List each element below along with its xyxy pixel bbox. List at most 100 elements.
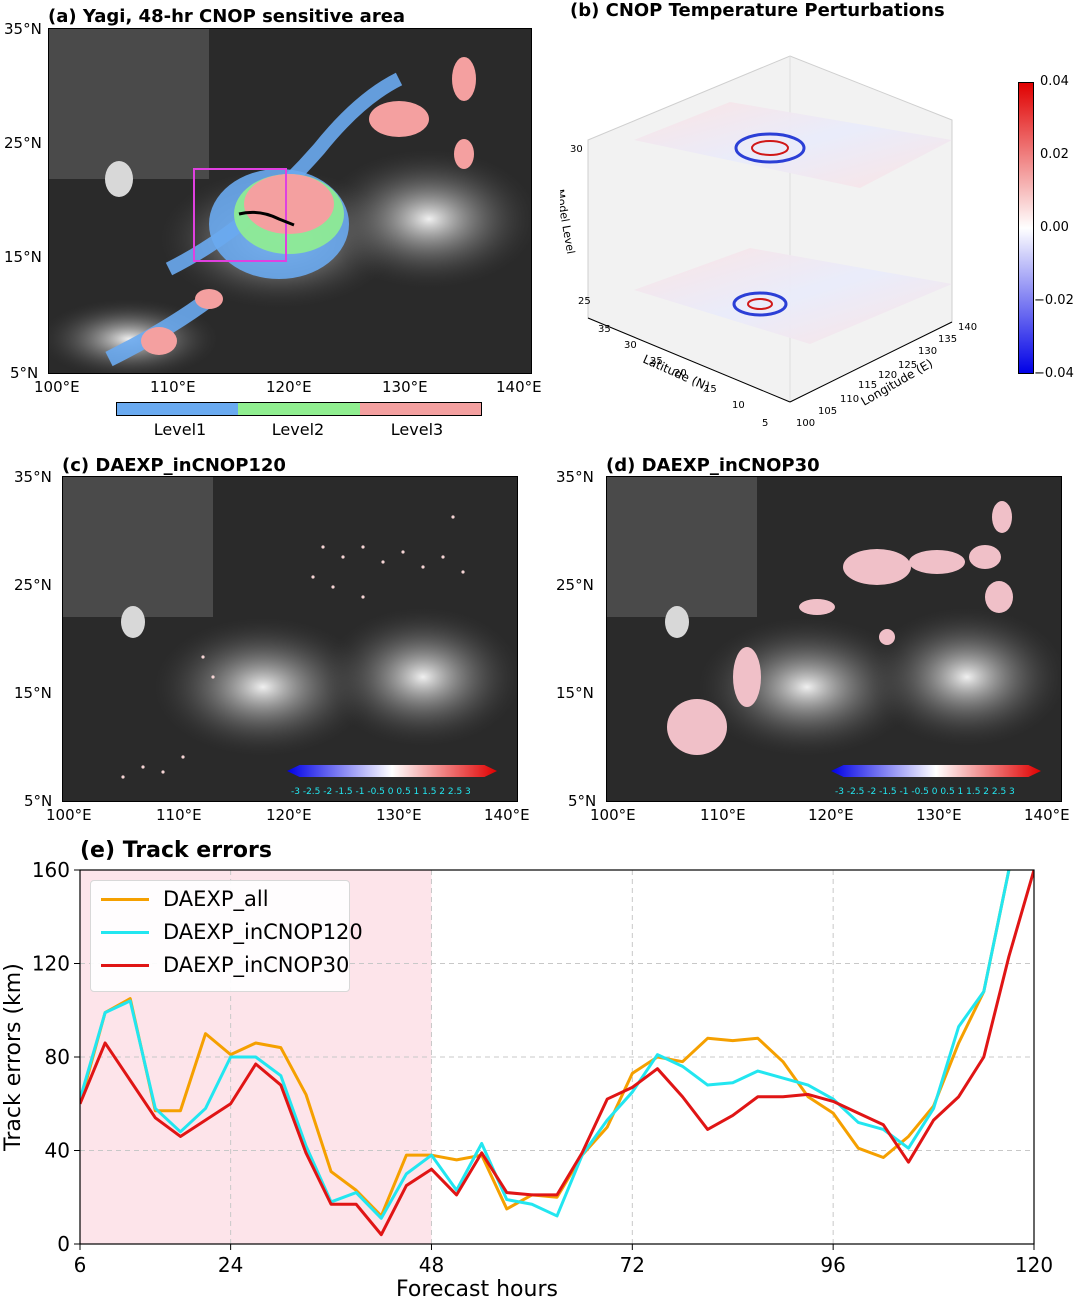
y-tick-label: 40 xyxy=(45,1139,70,1163)
panel-d-lat-25: 25°N xyxy=(556,576,594,594)
legend-swatch-incnop30 xyxy=(101,963,149,967)
chart-title: (e) Track errors xyxy=(80,838,272,863)
x-tick-label: 72 xyxy=(620,1253,645,1277)
panel-c-map: -3 -2.5 -2 -1.5 -1 -0.5 0 0.5 1 1.5 2 2.… xyxy=(62,476,518,802)
series-line-3 xyxy=(80,870,1034,1237)
x-tick-label: 96 xyxy=(820,1253,845,1277)
panel-b-lat-10: 10 xyxy=(732,400,745,411)
panel-b-colorbar xyxy=(1018,82,1034,374)
y-axis-label: Track errors (km) xyxy=(1,963,26,1152)
x-tick-label: 120 xyxy=(1015,1253,1053,1277)
panel-b-cbar-tick-4: −0.04 xyxy=(1034,366,1074,381)
panel-b-lat-25: 25 xyxy=(650,356,663,367)
panel-d-lat-15: 15°N xyxy=(556,684,594,702)
legend-item-incnop30: DAEXP_inCNOP30 xyxy=(101,950,349,980)
x-tick-label: 48 xyxy=(419,1253,444,1277)
colorbar-level1-label: Level1 xyxy=(153,420,207,439)
x-axis-label: Forecast hours xyxy=(396,1277,558,1298)
panel-c-lat-25: 25°N xyxy=(14,576,52,594)
panel-c-lon-140: 140°E xyxy=(484,806,530,824)
panel-c-cbar-ticks: -3 -2.5 -2 -1.5 -1 -0.5 0 0.5 1 1.5 2 2.… xyxy=(291,787,471,797)
panel-d-cbar-ticks: -3 -2.5 -2 -1.5 -1 -0.5 0 0.5 1 1.5 2 2.… xyxy=(835,787,1015,797)
panel-a-lon-140: 140°E xyxy=(496,378,542,396)
panel-d-map-graphic xyxy=(607,477,1061,801)
panel-a-colorbar xyxy=(116,402,482,416)
panel-a-lon-130: 130°E xyxy=(382,378,428,396)
panel-d-lon-110: 110°E xyxy=(700,806,746,824)
panel-a-lat-5: 5°N xyxy=(10,364,39,382)
panel-a-map-graphic xyxy=(49,29,531,373)
panel-d-lon-100: 100°E xyxy=(590,806,636,824)
colorbar-level2-swatch xyxy=(238,403,360,415)
panel-a-lat-35: 35°N xyxy=(4,20,42,38)
panel-b-lat-30: 30 xyxy=(624,340,637,351)
panel-c-lon-100: 100°E xyxy=(46,806,92,824)
y-tick-label: 160 xyxy=(32,858,70,882)
legend-swatch-all xyxy=(101,897,149,901)
panel-d-lon-140: 140°E xyxy=(1024,806,1070,824)
panel-b-z-30: 30 xyxy=(570,144,583,155)
panel-a-lon-100: 100°E xyxy=(34,378,80,396)
legend-label-incnop120: DAEXP_inCNOP120 xyxy=(163,920,363,944)
panel-b-lat-20: 20 xyxy=(674,368,687,379)
panel-a-map xyxy=(48,28,532,374)
panel-b-lon-125: 125 xyxy=(898,360,917,371)
panel-c-lat-35: 35°N xyxy=(14,468,52,486)
panel-b-z-25: 25 xyxy=(578,296,591,307)
panel-b-lon-140: 140 xyxy=(958,322,977,333)
panel-b-lon-115: 115 xyxy=(858,380,877,391)
panel-d-lon-120: 120°E xyxy=(808,806,854,824)
panel-b-lon-135: 135 xyxy=(938,334,957,345)
legend-item-incnop120: DAEXP_inCNOP120 xyxy=(101,917,363,947)
panel-a-lat-15: 15°N xyxy=(4,248,42,266)
y-tick-label: 120 xyxy=(32,952,70,976)
panel-d-map: -3 -2.5 -2 -1.5 -1 -0.5 0 0.5 1 1.5 2 2.… xyxy=(606,476,1062,802)
panel-d-lat-5: 5°N xyxy=(568,792,597,810)
panel-c-title: (c) DAEXP_inCNOP120 xyxy=(62,455,286,476)
panel-b-lon-100: 100 xyxy=(796,418,815,429)
legend-label-incnop30: DAEXP_inCNOP30 xyxy=(163,953,350,977)
colorbar-level1-swatch xyxy=(117,403,239,415)
y-tick-label: 0 xyxy=(57,1232,70,1256)
panel-b-cbar-tick-0: 0.04 xyxy=(1040,74,1069,89)
y-tick-label: 80 xyxy=(45,1045,70,1069)
colorbar-level3-label: Level3 xyxy=(390,420,444,439)
legend-item-all: DAEXP_all xyxy=(101,884,269,914)
panel-c-lon-130: 130°E xyxy=(376,806,422,824)
panel-b-cbar-tick-1: 0.02 xyxy=(1040,147,1069,162)
panel-c-lat-15: 15°N xyxy=(14,684,52,702)
series-line-2 xyxy=(80,870,1011,1220)
panel-c-lat-5: 5°N xyxy=(24,792,53,810)
panel-b-title: (b) CNOP Temperature Perturbations xyxy=(570,0,945,21)
panel-b-3d-plot: Model Level 30 25 35 30 25 20 15 10 5 La… xyxy=(560,55,977,429)
panel-b-zlabel: Model Level xyxy=(560,188,577,255)
panel-a-lon-120: 120°E xyxy=(266,378,312,396)
x-tick-label: 24 xyxy=(218,1253,243,1277)
panel-c-map-graphic xyxy=(63,477,517,801)
colorbar-level2-label: Level2 xyxy=(271,420,325,439)
legend-swatch-incnop120 xyxy=(101,930,149,934)
panel-d-title: (d) DAEXP_inCNOP30 xyxy=(606,455,820,476)
panel-d-lon-130: 130°E xyxy=(916,806,962,824)
chart-legend: DAEXP_all DAEXP_inCNOP120 DAEXP_inCNOP30 xyxy=(90,880,363,992)
panel-d-lat-35: 35°N xyxy=(556,468,594,486)
panel-d-colorbar xyxy=(831,765,1041,777)
panel-c-lon-110: 110°E xyxy=(156,806,202,824)
panel-b-lon-110: 110 xyxy=(840,394,859,405)
panel-c-lon-120: 120°E xyxy=(266,806,312,824)
legend-label-all: DAEXP_all xyxy=(163,887,269,911)
panel-b-lon-105: 105 xyxy=(818,406,837,417)
plot-frame xyxy=(79,869,1035,1245)
panel-b-lat-35: 35 xyxy=(598,324,611,335)
panel-a-lat-25: 25°N xyxy=(4,134,42,152)
panel-b-lat-15: 15 xyxy=(704,384,717,395)
x-tick-label: 6 xyxy=(74,1253,87,1277)
panel-b-cbar-tick-2: 0.00 xyxy=(1040,220,1069,235)
panel-a-lon-110: 110°E xyxy=(150,378,196,396)
panel-c-colorbar xyxy=(287,765,497,777)
panel-b-lon-120: 120 xyxy=(878,370,897,381)
panel-b-lon-130: 130 xyxy=(918,346,937,357)
panel-a-title: (a) Yagi, 48-hr CNOP sensitive area xyxy=(48,6,406,27)
colorbar-level3-swatch xyxy=(359,403,481,415)
panel-b-lat-5: 5 xyxy=(762,418,768,429)
